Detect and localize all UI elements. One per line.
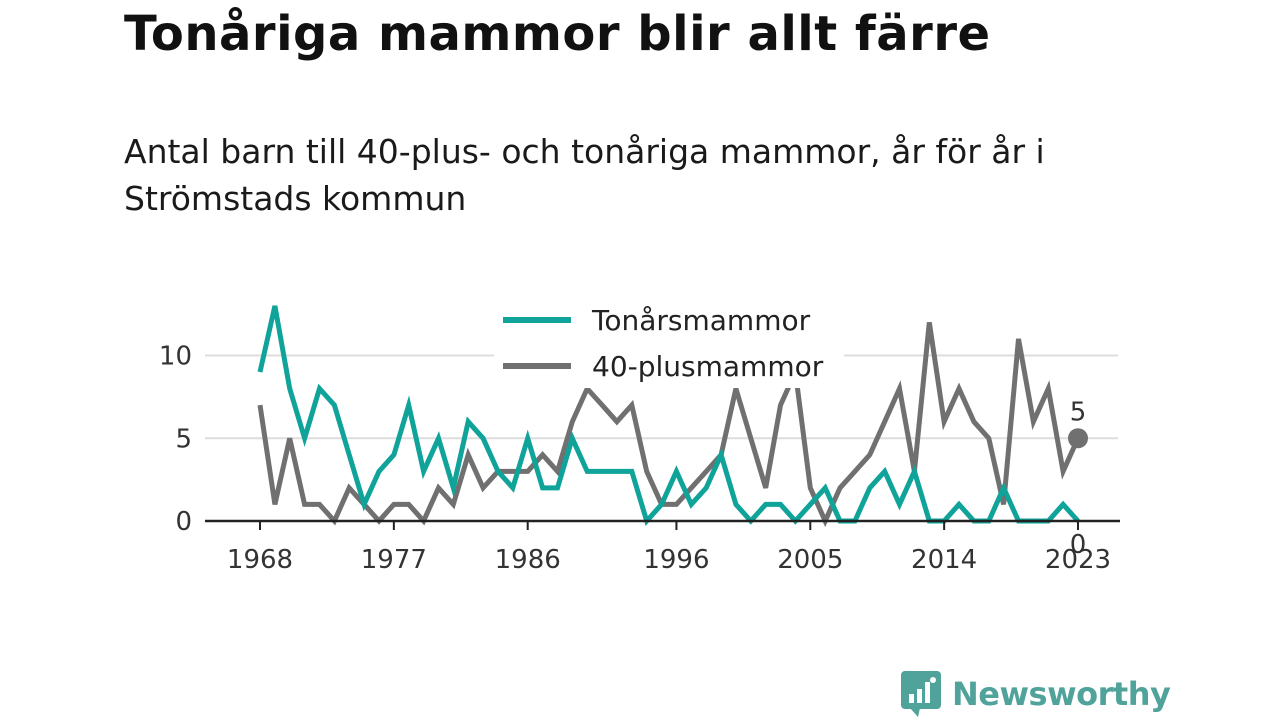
x-tick-label: 1977: [361, 545, 427, 575]
x-tick-label: 1996: [643, 545, 709, 575]
series-line-40-plusmammor: [257, 322, 1081, 528]
y-tick-label: 0: [175, 507, 192, 537]
x-tick-label: 2014: [911, 545, 977, 575]
chart-bubble-icon: [901, 671, 941, 717]
end-labels: 05: [1068, 397, 1088, 560]
x-tick-label: 2005: [777, 545, 843, 575]
brand-name: Newsworthy: [952, 675, 1171, 713]
legend-label-40-plusmammor: 40-plusmammor: [592, 350, 824, 383]
y-tick-label: 10: [159, 342, 192, 372]
y-tick-label: 5: [175, 424, 192, 454]
end-label-40-plusmammor: 5: [1070, 397, 1087, 427]
end-point-40-plusmammor: [1068, 428, 1088, 449]
x-tick-label: 1968: [227, 545, 293, 575]
legend-label-tonarsmammor: Tonårsmammor: [591, 304, 811, 337]
chart-subtitle: Antal barn till 40-plus- och tonåriga ma…: [124, 132, 1045, 218]
end-label-tonarsmammor: 0: [1070, 530, 1087, 560]
x-tick-label: 1986: [495, 545, 561, 575]
legend: Tonårsmammor 40-plusmammor: [494, 296, 844, 388]
x-tick-label: 2023: [1045, 545, 1111, 575]
chart-title: Tonåriga mammor blir allt färre: [124, 6, 991, 62]
legend-background: [494, 296, 844, 388]
brand-logo[interactable]: Newsworthy: [900, 670, 1171, 718]
